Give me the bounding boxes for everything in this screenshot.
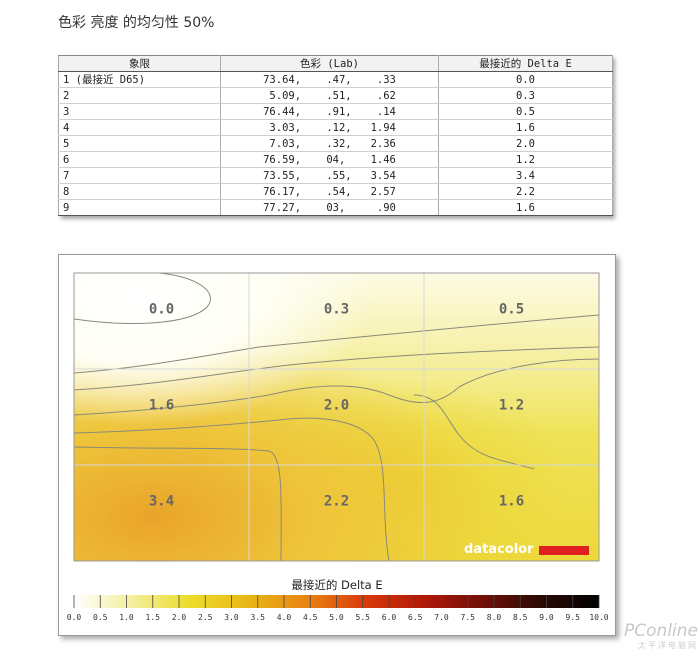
legend-tick-label: 6.5: [408, 613, 423, 622]
cell-quadrant: 7: [58, 167, 221, 184]
cell-quadrant: 2: [58, 87, 221, 104]
datacolor-accent-bar: [539, 546, 589, 555]
table-row: 8 76.17, .54, 2.57 2.2: [58, 183, 613, 200]
cell-label: 1.2: [499, 397, 524, 413]
cell-delta-e: 2.2: [438, 183, 613, 200]
cell-lab: 76.44, .91, .14: [220, 103, 439, 120]
legend-tick-label: 9.5: [566, 613, 581, 622]
cell-quadrant: 1 (最接近 D65): [58, 71, 221, 88]
cell-label: 3.4: [149, 493, 174, 509]
cell-delta-e: 1.6: [438, 119, 613, 136]
table-row: 6 76.59, 04, 1.46 1.2: [58, 151, 613, 168]
legend-tick-label: 6.0: [382, 613, 397, 622]
cell-label: 2.2: [324, 493, 349, 509]
legend-tick-label: 3.0: [224, 613, 239, 622]
cell-delta-e: 0.0: [438, 71, 613, 88]
cell-quadrant: 3: [58, 103, 221, 120]
svg-text:datacolor: datacolor: [464, 542, 534, 557]
legend-tick-label: 2.0: [172, 613, 187, 622]
cell-delta-e: 1.2: [438, 151, 613, 168]
legend-tick-label: 3.5: [251, 613, 266, 622]
cell-lab: 73.64, .47, .33: [220, 71, 439, 88]
cell-lab: 5.09, .51, .62: [220, 87, 439, 104]
pconline-watermark: PConline 太平洋电脑网: [598, 622, 698, 651]
plot-frame: [73, 272, 600, 562]
legend-title: 最接近的 Delta E: [291, 578, 382, 592]
header-lab: 色彩 (Lab): [220, 55, 439, 72]
cell-label: 1.6: [149, 397, 174, 413]
cell-lab: 3.03, .12, 1.94: [220, 119, 439, 136]
legend-tick-label: 0.5: [93, 613, 108, 622]
contour-lines: [74, 273, 599, 561]
cell-quadrant: 8: [58, 183, 221, 200]
legend-tick-label: 5.0: [329, 613, 344, 622]
header-quadrant: 象限: [58, 55, 221, 72]
uniformity-heatmap-panel: datacolor 0.0 0.3 0.5 1.6 2.0 1.2 3.4 2.2 1.6 最接…: [58, 254, 616, 636]
watermark-sub: 太平洋电脑网: [638, 641, 698, 650]
cell-delta-e: 3.4: [438, 167, 613, 184]
cell-delta-e: 0.3: [438, 87, 613, 104]
cell-delta-e: 2.0: [438, 135, 613, 152]
legend-tick-label: 10.0: [589, 613, 608, 622]
legend-tick-label: 4.5: [303, 613, 318, 622]
cell-labels: 0.0 0.3 0.5 1.6 2.0 1.2 3.4 2.2 1.6: [149, 301, 524, 509]
cell-lab: 76.59, 04, 1.46: [220, 151, 439, 168]
legend-tick-label: 5.5: [356, 613, 371, 622]
table-row: 1 (最接近 D65) 73.64, .47, .33 0.0: [58, 71, 613, 88]
table-row: 9 77.27, 03, .90 1.6: [58, 199, 613, 216]
heatmap-fill: datacolor: [74, 273, 599, 561]
cell-label: 1.6: [499, 493, 524, 509]
legend-tick-label: 2.5: [198, 613, 213, 622]
cell-delta-e: 1.6: [438, 199, 613, 216]
table-row: 5 7.03, .32, 2.36 2.0: [58, 135, 613, 152]
table-header-row: 象限 色彩 (Lab) 最接近的 Delta E: [58, 55, 613, 72]
legend-tick-label: 4.0: [277, 613, 292, 622]
watermark-main: PConline: [624, 621, 698, 641]
page-title: 色彩 亮度 的均匀性 50%: [58, 15, 215, 31]
legend-tick-label: 1.5: [146, 613, 161, 622]
uniformity-table-wrap: 象限 色彩 (Lab) 最接近的 Delta E 1 (最接近 D65) 73.6…: [58, 55, 613, 216]
table-row: 3 76.44, .91, .14 0.5: [58, 103, 613, 120]
legend-tick-label: 1.0: [119, 613, 134, 622]
cell-label: 0.0: [149, 301, 174, 317]
cell-quadrant: 4: [58, 119, 221, 136]
heatmap-grid: [74, 273, 599, 561]
cell-delta-e: 0.5: [438, 103, 613, 120]
legend-ticks: 0.0 0.5 1.0 1.5 2.0 2.5 3.0 3.5 4.0 4.5 5.0 5.5 6.0 6…: [67, 595, 609, 622]
legend-tick-label: 0.0: [67, 613, 82, 622]
cell-quadrant: 6: [58, 151, 221, 168]
cell-label: 0.5: [499, 301, 524, 317]
table-row: 7 73.55, .55, 3.54 3.4: [58, 167, 613, 184]
legend-tick-label: 8.0: [487, 613, 502, 622]
uniformity-heatmap: datacolor 0.0 0.3 0.5 1.6 2.0 1.2 3.4 2.2 1.6 最接…: [67, 272, 609, 622]
cell-quadrant: 9: [58, 199, 221, 216]
legend-tick-label: 9.0: [539, 613, 554, 622]
table-row: 2 5.09, .51, .62 0.3: [58, 87, 613, 104]
cell-quadrant: 5: [58, 135, 221, 152]
cell-label: 0.3: [324, 301, 349, 317]
legend-tick-label: 8.5: [513, 613, 528, 622]
cell-lab: 7.03, .32, 2.36: [220, 135, 439, 152]
legend-tick-label: 7.5: [461, 613, 476, 622]
table-row: 4 3.03, .12, 1.94 1.6: [58, 119, 613, 136]
cell-lab: 76.17, .54, 2.57: [220, 183, 439, 200]
cell-lab: 77.27, 03, .90: [220, 199, 439, 216]
cell-lab: 73.55, .55, 3.54: [220, 167, 439, 184]
legend-tick-label: 7.0: [434, 613, 449, 622]
uniformity-table: 象限 色彩 (Lab) 最接近的 Delta E 1 (最接近 D65) 73.6…: [58, 55, 613, 216]
cell-label: 2.0: [324, 397, 349, 413]
header-delta-e: 最接近的 Delta E: [438, 55, 613, 72]
datacolor-logo: datacolor: [464, 542, 589, 557]
